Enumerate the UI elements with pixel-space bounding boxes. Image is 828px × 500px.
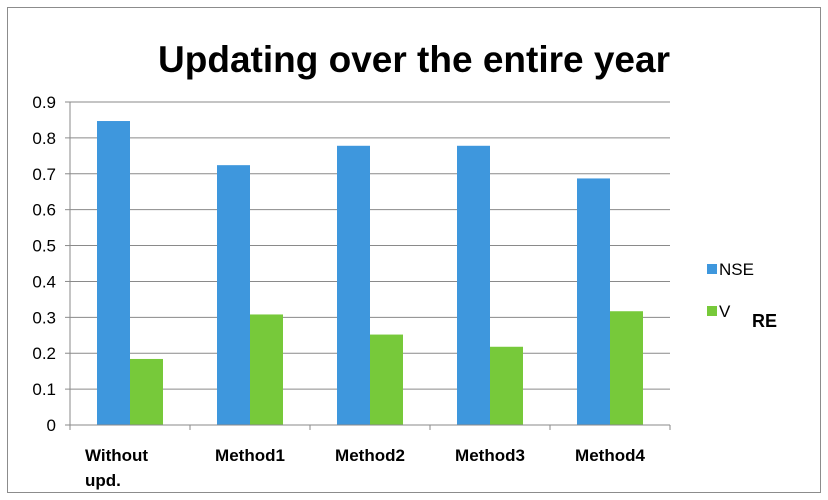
bar-vre-1	[250, 314, 283, 425]
y-tick-label: 0.7	[32, 165, 56, 184]
y-tick-label: 0.6	[32, 201, 56, 220]
bar-nse-2	[337, 145, 370, 426]
y-tick-label: 0.1	[32, 380, 56, 399]
legend-swatch-nse	[707, 264, 717, 274]
x-category-label: Method4	[575, 446, 645, 465]
x-category-label: Method3	[455, 446, 525, 465]
chart-title: Updating over the entire year	[158, 39, 670, 80]
bar-vre-2	[370, 334, 403, 425]
bar-nse-1	[217, 165, 250, 426]
bars	[97, 121, 643, 426]
y-tick-label: 0.4	[32, 272, 56, 291]
x-category-label: Without upd.	[85, 446, 148, 490]
bar-nse-3	[457, 145, 490, 426]
bar-nse-0	[97, 121, 130, 425]
y-tick-label: 0.8	[32, 129, 56, 148]
y-tick-label: 0.9	[32, 93, 56, 112]
legend-overlay-text: RE	[752, 311, 777, 331]
y-tick-label: 0	[47, 416, 56, 435]
bar-vre-0	[130, 358, 163, 425]
bar-vre-3	[490, 346, 523, 425]
legend-label: NSE	[719, 260, 754, 279]
y-tick-label: 0.5	[32, 237, 56, 256]
axes: 0 0.1 0.2 0.3 0.4 0.5 0.6 0.7 0.8 0.9 Without upd. M…	[32, 93, 671, 490]
legend-label: V	[719, 302, 731, 321]
bar-nse-4	[577, 178, 610, 425]
x-category-label: Method2	[335, 446, 405, 465]
x-category-label: Method1	[215, 446, 285, 465]
legend: NSE V RE	[707, 260, 777, 331]
y-tick-label: 0.3	[32, 308, 56, 327]
bar-vre-4	[610, 311, 643, 425]
legend-swatch-vre	[707, 306, 717, 316]
y-tick-label: 0.2	[32, 344, 56, 363]
